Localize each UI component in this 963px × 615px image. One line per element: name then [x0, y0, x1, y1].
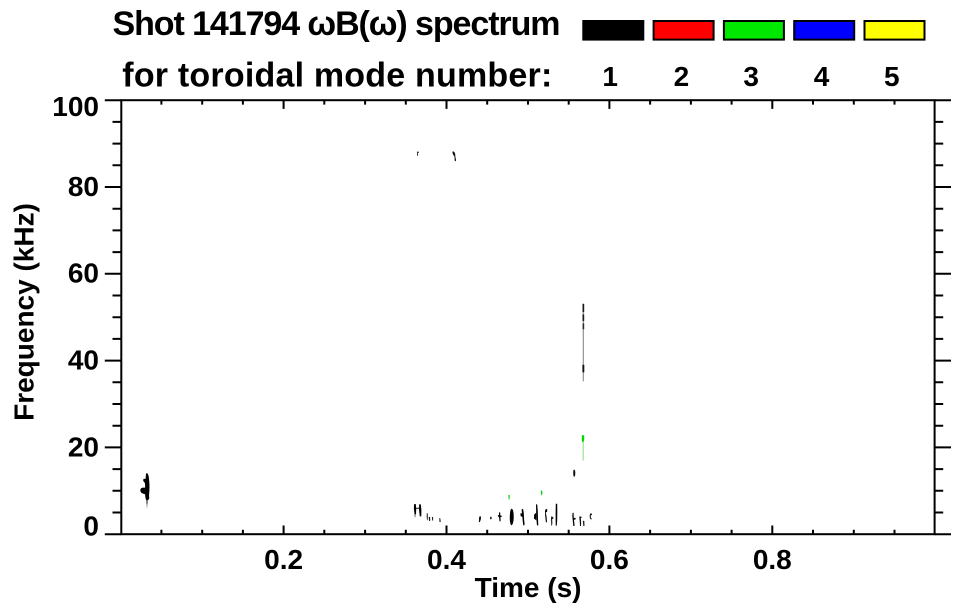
svg-text:20: 20 — [68, 431, 99, 462]
svg-text:40: 40 — [68, 345, 99, 376]
svg-text:for toroidal mode number:: for toroidal mode number: — [122, 56, 552, 94]
svg-text:60: 60 — [68, 258, 99, 289]
svg-text:0: 0 — [83, 510, 99, 541]
svg-text:0.2: 0.2 — [264, 544, 303, 575]
svg-text:Time (s): Time (s) — [475, 572, 582, 603]
svg-text:5: 5 — [884, 61, 900, 92]
svg-text:3: 3 — [743, 61, 759, 92]
svg-text:2: 2 — [674, 61, 690, 92]
svg-text:Shot 141794 ωB(ω) spectrum: Shot 141794 ωB(ω) spectrum — [113, 5, 561, 43]
svg-text:0.4: 0.4 — [427, 544, 466, 575]
svg-text:100: 100 — [52, 91, 99, 122]
svg-text:80: 80 — [68, 171, 99, 202]
svg-text:0.8: 0.8 — [753, 544, 792, 575]
svg-text:0.6: 0.6 — [590, 544, 629, 575]
svg-text:1: 1 — [602, 61, 618, 92]
svg-text:Frequency (kHz): Frequency (kHz) — [9, 203, 40, 421]
svg-text:4: 4 — [814, 61, 830, 92]
